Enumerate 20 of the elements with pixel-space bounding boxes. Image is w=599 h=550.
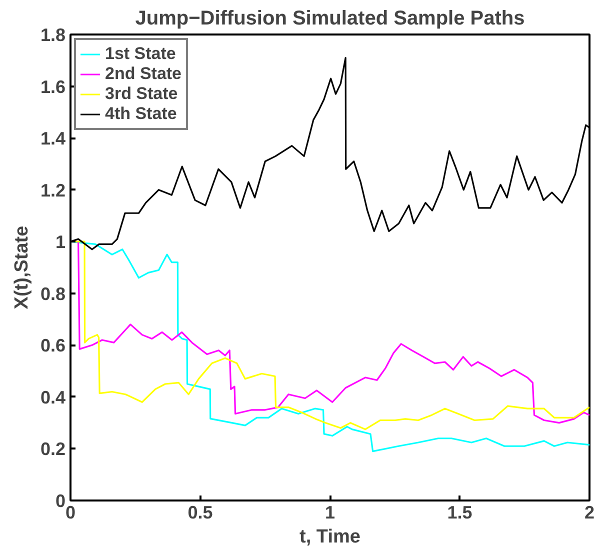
y-tick-label: 1.6 [40, 76, 66, 97]
y-tick-label: 1.2 [40, 180, 66, 200]
y-tick-label: 0.6 [40, 336, 66, 356]
x-tick-label: 1 [324, 502, 336, 522]
legend-label: 1st State [105, 44, 176, 64]
y-tick-label: 1.8 [40, 25, 66, 45]
x-tick-label: 0.5 [188, 502, 213, 522]
legend-label: 4th State [105, 104, 177, 124]
x-tick-label: 1.5 [447, 502, 472, 522]
y-tick-label: 0.4 [40, 387, 66, 408]
y-tick-label: 0.2 [40, 439, 66, 460]
x-axis-title: t, Time [300, 526, 360, 548]
legend-label: 3rd State [105, 84, 178, 104]
y-tick-label: 0.8 [40, 284, 66, 304]
chart-title: Jump−Diffusion Simulated Sample Paths [135, 8, 525, 30]
x-tick-label: 2 [584, 502, 595, 522]
legend-label: 2nd State [105, 64, 182, 84]
y-tick-label: 1.4 [40, 128, 66, 149]
y-tick-label: 1 [55, 232, 66, 252]
y-axis-title: X(t),State [11, 226, 32, 310]
